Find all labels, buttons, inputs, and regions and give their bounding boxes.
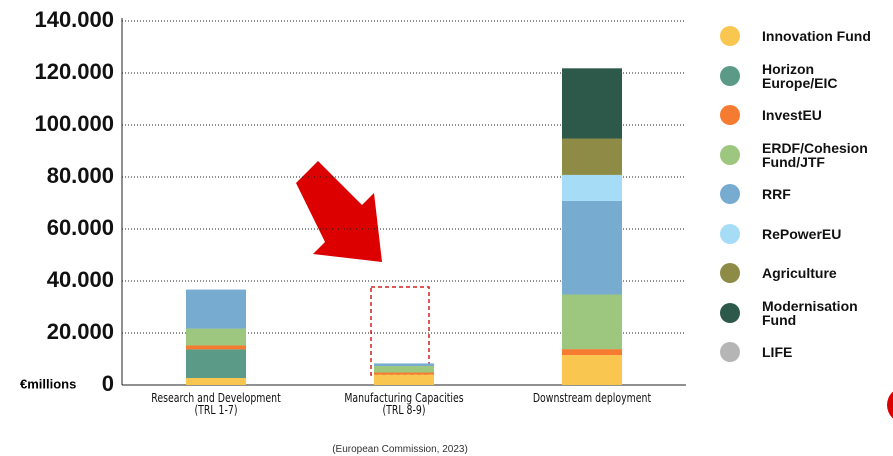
y-tick-label: 20.000: [47, 319, 114, 344]
legend-swatch: [720, 105, 740, 125]
bar-segment: [562, 174, 622, 201]
bar-segment: [186, 349, 246, 378]
legend-swatch: [720, 144, 740, 165]
y-axis-label: €millions: [20, 376, 76, 391]
bar-segment: [562, 349, 622, 356]
legend-label: InvestEU: [762, 107, 822, 123]
legend-swatch: [720, 184, 740, 204]
arrow: [296, 161, 382, 262]
bar-segment: [186, 377, 246, 385]
legend-label: Agriculture: [762, 265, 837, 281]
bar-segment: [186, 345, 246, 350]
y-tick-label: 60.000: [47, 215, 114, 240]
bar-segment: [562, 355, 622, 385]
legend-label: RePowerEU: [762, 225, 842, 242]
y-tick-label: 140.000: [34, 7, 114, 32]
y-tick-label: 100.000: [34, 111, 114, 136]
legend-swatch: [720, 263, 740, 283]
highlight-box: [370, 286, 430, 376]
legend-label: LIFE: [762, 344, 793, 360]
legend-item: ERDF/Cohesion Fund/JTF: [720, 139, 893, 171]
bar-segment: [562, 294, 622, 350]
legend-item: Modernisation Fund: [720, 297, 893, 329]
y-tick-label: 120.000: [34, 59, 114, 84]
x-tick-label: Research and Development (TRL 1-7): [151, 391, 281, 417]
bar-segment: [374, 363, 434, 367]
bar-segment: [562, 200, 622, 295]
y-tick-label: 40.000: [47, 267, 114, 292]
legend-label: Modernisation Fund: [762, 297, 858, 328]
legend-label: Horizon Europe/EIC: [762, 60, 838, 91]
x-tick-label: Manufacturing Capacities (TRL 8-9): [344, 391, 464, 417]
bar-segment: [374, 366, 434, 373]
y-tick-label: 80.000: [47, 163, 114, 188]
legend-item: RRF: [720, 178, 893, 210]
legend-item: Horizon Europe/EIC: [720, 60, 893, 92]
bar-segment: [374, 374, 434, 385]
bar-segment: [374, 372, 434, 375]
bar-segment: [562, 138, 622, 175]
legend-item: InvestEU: [720, 99, 893, 131]
bar-segment: [186, 328, 246, 346]
legend-item: Agriculture: [720, 257, 893, 289]
bar-segment: [562, 68, 622, 139]
y-tick-label: 0: [102, 371, 114, 396]
legend-item: LIFE: [720, 336, 893, 368]
x-tick-label: Downstream deployment: [532, 391, 652, 405]
legend-swatch: [720, 302, 740, 323]
source: (European Commission, 2023): [332, 444, 468, 455]
legend-item: RePowerEU: [720, 218, 893, 250]
legend-swatch: [720, 223, 740, 244]
legend-label: Innovation Fund: [762, 28, 871, 44]
legend-label: RRF: [762, 186, 791, 202]
legend-swatch: [720, 26, 740, 46]
legend-swatch: [720, 342, 740, 362]
legend-item: Innovation Fund: [720, 20, 893, 52]
legend-label: ERDF/Cohesion Fund/JTF: [762, 139, 868, 170]
bar-segment: [186, 289, 246, 329]
decoration: [887, 391, 893, 419]
legend-swatch: [720, 65, 740, 86]
